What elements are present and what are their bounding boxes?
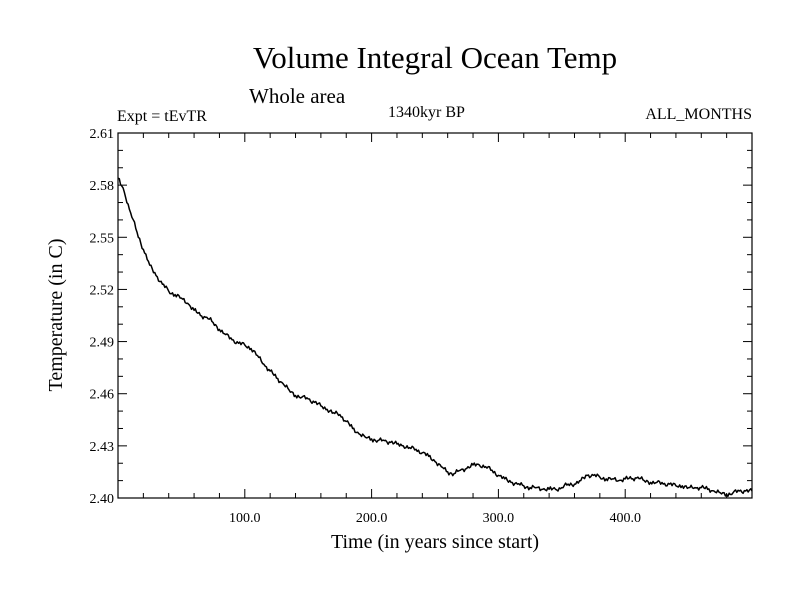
y-tick-label: 2.43 (90, 440, 115, 455)
chart-title: Volume Integral Ocean Temp (252, 40, 618, 75)
y-tick-label: 2.58 (90, 179, 115, 194)
y-tick-label: 2.49 (90, 336, 115, 351)
y-tick-label: 2.61 (90, 127, 115, 142)
plot-frame (117, 132, 753, 499)
period-label: 1340kyr BP (388, 104, 465, 121)
x-tick-label: 400.0 (609, 511, 641, 526)
x-tick-label: 200.0 (356, 511, 388, 526)
temperature-series-line (117, 177, 753, 498)
axis-ticks (118, 132, 752, 499)
experiment-label: Expt = tEvTR (117, 108, 207, 125)
months-label: ALL_MONTHS (645, 106, 752, 123)
x-tick-label: 300.0 (483, 511, 515, 526)
axis-tick-labels: 2.40 2.43 2.46 2.49 2.52 2.55 2.58 2.61 100.0 200… (90, 127, 641, 526)
chart-subtitle: Whole area (249, 84, 346, 108)
y-tick-label: 2.46 (90, 388, 115, 403)
y-axis-label: Temperature (in C) (45, 239, 67, 392)
y-tick-label: 2.55 (90, 231, 115, 246)
x-tick-label: 100.0 (229, 511, 261, 526)
y-tick-label: 2.52 (90, 283, 115, 298)
x-axis-label: Time (in years since start) (331, 531, 539, 553)
y-tick-label: 2.40 (90, 492, 115, 507)
